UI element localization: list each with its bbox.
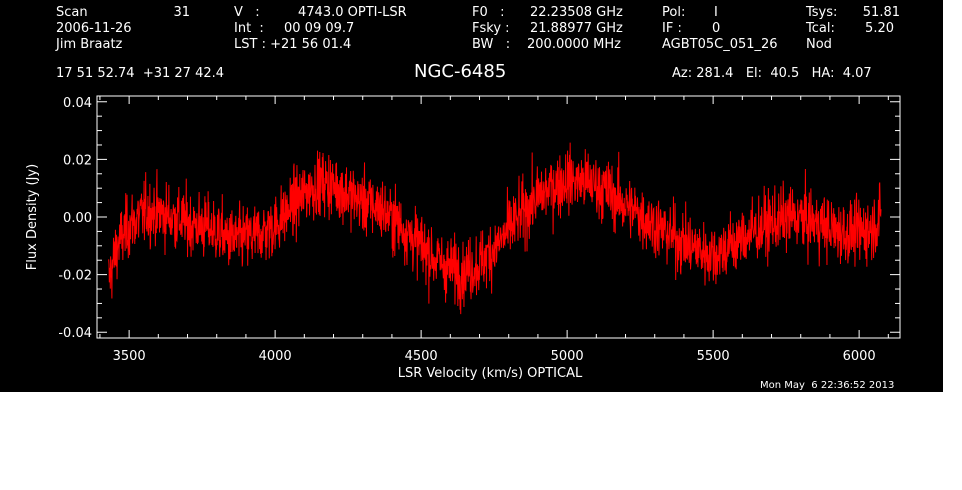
observation-date: 2006-11-26 [56,21,132,36]
y-tick-label: 0.04 [63,96,92,111]
source-name: NGC-6485 [414,61,507,82]
f0-label: F0 : [472,5,505,20]
y-axis-label: Flux Density (Jy) [25,164,40,270]
integration-label: Int : [234,21,264,36]
bandwidth-value: 200.0000 MHz [527,37,621,52]
spectrum-trace [108,142,882,315]
if-label: IF : [662,21,682,36]
tcal-label: Tcal: [806,21,835,36]
source-coordinates: 17 51 52.74 +31 27 42.4 [56,66,225,81]
x-tick-label: 4000 [259,349,292,364]
az-el-ha: Az: 281.4 El: 40.5 HA: 4.07 [672,66,872,81]
tsys-label: Tsys: [806,5,838,20]
x-tick-label: 4500 [405,349,438,364]
bandwidth-label: BW : [472,37,511,52]
x-tick-label: 6000 [843,349,876,364]
y-tick-label: -0.04 [58,326,92,341]
x-tick-label: 5000 [551,349,584,364]
lst-label: LST : +21 56 01.4 [234,37,352,52]
y-tick-label: -0.02 [58,269,92,284]
x-tick-label: 5500 [697,349,730,364]
spectrum-plot: 3500 4000 4500 5000 5500 6000 -0.04 -0.02 0.00 0.… [25,95,901,381]
fsky-label: Fsky : [472,21,510,36]
y-tick-label: 0.02 [63,153,92,168]
if-value: 0 [712,21,721,36]
x-axis-label: LSR Velocity (km/s) OPTICAL [398,366,583,381]
x-tick-label: 3500 [113,349,146,364]
pol-label: Pol: [662,5,686,20]
pol-value: I [714,5,718,20]
observer-name: Jim Braatz [56,37,123,52]
velocity-value: 4743.0 OPTI-LSR [298,5,407,20]
tcal-value: 5.20 [865,21,894,36]
plot-timestamp: Mon May 6 22:36:52 2013 [760,380,895,391]
fsky-value: 21.88977 GHz [530,21,623,36]
project-id: AGBT05C_051_26 [662,37,778,52]
scan-value: 31 [173,5,190,20]
tsys-value: 51.81 [862,5,900,20]
scan-label: Scan [56,5,88,20]
integration-value: 00 09 09.7 [284,21,355,36]
f0-value: 22.23508 GHz [530,5,623,20]
spectrum-trace-layer [108,142,882,315]
y-tick-label: 0.00 [63,211,92,226]
observing-mode: Nod [806,37,832,52]
velocity-label: V : [234,5,260,20]
plot-panel: Scan 31 2006-11-26 Jim Braatz V : 4743.0… [0,0,943,392]
tick-layer: 3500 4000 4500 5000 5500 6000 -0.04 -0.02 0.00 0.… [58,96,900,364]
